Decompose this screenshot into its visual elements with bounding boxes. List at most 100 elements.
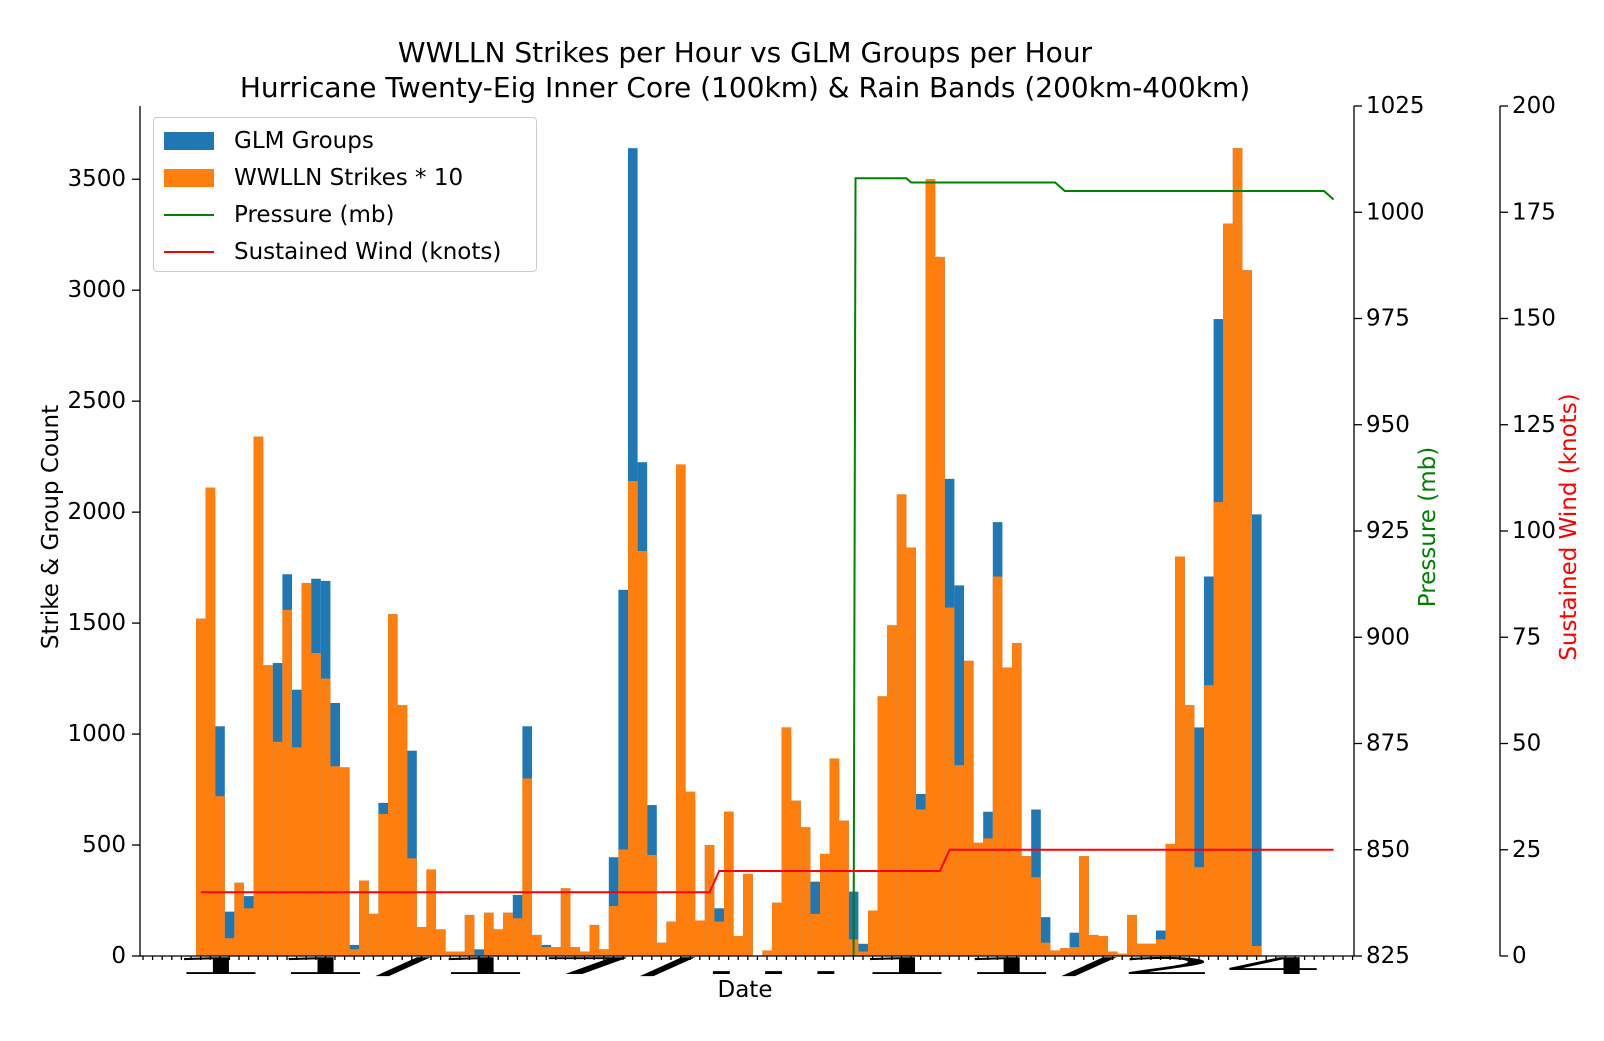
- y-tick-label: 3500: [67, 166, 126, 192]
- legend-label-wwlln: WWLLN Strikes * 10: [234, 164, 464, 191]
- wwlln-bar: [493, 929, 504, 956]
- series-lines: [200, 177, 1335, 957]
- wwlln-bar: [541, 947, 552, 956]
- y-tick-label: 2500: [67, 388, 126, 414]
- wwlln-bar: [455, 951, 465, 956]
- wwlln-bar: [762, 950, 772, 956]
- wwlln-bar: [1069, 947, 1080, 956]
- glm-bar: [858, 943, 868, 956]
- wwlln-bar: [234, 882, 244, 956]
- wwlln-bar: [685, 791, 696, 956]
- y-tick-label: 3000: [67, 277, 126, 303]
- wwlln-bar: [628, 481, 638, 956]
- y-tick-label: 0: [111, 943, 126, 969]
- wwlln-bar: [599, 949, 609, 956]
- wwlln-bar: [282, 609, 292, 956]
- wwlln-bar: [1252, 946, 1262, 956]
- wwlln-bar: [791, 800, 801, 956]
- wwlln-bar: [1060, 948, 1070, 956]
- pressure-line: [852, 177, 1335, 957]
- wwlln-bar: [484, 912, 494, 956]
- wwlln-bar: [570, 947, 580, 956]
- wwlln-bar: [397, 705, 408, 956]
- wwlln-bar: [887, 625, 897, 956]
- wwlln-bar: [944, 607, 955, 956]
- legend-item-wwlln: WWLLN Strikes * 10: [164, 159, 526, 196]
- wwlln-bar: [896, 494, 907, 956]
- wwlln-bar: [666, 921, 676, 956]
- wwlln-bar: [215, 796, 225, 956]
- wwlln-bar: [1050, 950, 1060, 956]
- wwlln-bar: [1040, 942, 1051, 956]
- wwlln-bar: [311, 653, 321, 956]
- pressure-tick-label: 925: [1366, 518, 1410, 544]
- wwlln-bar: [272, 741, 283, 956]
- wwlln-bar: [695, 920, 705, 956]
- wwlln-bar: [1204, 685, 1214, 956]
- wwlln-bar: [464, 914, 475, 956]
- wwlln-bar: [925, 179, 936, 957]
- wwlln-bar: [743, 873, 753, 956]
- glm-bar: [1194, 727, 1204, 956]
- wwlln-bar: [253, 436, 264, 956]
- glm-bar: [618, 589, 628, 956]
- wwlln-bar: [1175, 556, 1185, 956]
- wwlln-bar: [196, 618, 206, 956]
- glm-bar: [474, 949, 484, 956]
- wwlln-bar: [964, 660, 974, 956]
- wwlln-bar: [647, 855, 657, 956]
- legend-line-wind: [164, 250, 214, 253]
- wwlln-bar: [839, 820, 849, 956]
- wwlln-bar: [1088, 934, 1099, 956]
- wwlln-bar: [301, 583, 312, 956]
- pressure-tick-label: 825: [1366, 943, 1410, 969]
- wwlln-bar: [983, 838, 993, 956]
- wind-tick-label: 100: [1512, 518, 1556, 544]
- wwlln-bar: [224, 938, 235, 956]
- wwlln-bar: [1127, 914, 1137, 956]
- wwlln-bar: [733, 936, 744, 956]
- wind-tick-label: 150: [1512, 306, 1556, 332]
- wwlln-bar: [973, 842, 984, 956]
- pressure-tick-label: 1000: [1366, 199, 1425, 225]
- wwlln-bar: [407, 858, 417, 956]
- pressure-tick-label: 850: [1366, 837, 1410, 863]
- wind-line: [200, 848, 1334, 894]
- y-tick-label: 1000: [67, 721, 126, 747]
- wwlln-bar: [829, 758, 840, 956]
- pressure-tick-label: 975: [1366, 306, 1410, 332]
- y-tick-label: 2000: [67, 499, 126, 525]
- wwlln-bar: [1242, 270, 1252, 957]
- wwlln-bar: [858, 951, 868, 956]
- wwlln-bar: [1012, 643, 1022, 956]
- chart-title: WWLLN Strikes per Hour vs GLM Groups per…: [398, 36, 1093, 69]
- x-tick-labels: 11/17/...11/24: [166, 954, 1326, 980]
- wwlln-bar: [1136, 943, 1147, 956]
- wwlln-bar: [580, 951, 590, 956]
- wwlln-bar: [388, 614, 398, 956]
- wwlln-bar: [724, 811, 734, 956]
- wind-axis-label: Sustained Wind (knots): [1556, 393, 1582, 660]
- wind-tick-label: 75: [1512, 624, 1541, 650]
- wwlln-bar: [320, 678, 331, 956]
- wwlln-bar: [810, 913, 820, 956]
- wwlln-bar: [935, 256, 945, 956]
- legend: GLM Groups WWLLN Strikes * 10 Pressure (…: [153, 117, 537, 272]
- y-axis-label: Strike & Group Count: [38, 405, 64, 649]
- wwlln-bar: [292, 747, 302, 956]
- wwlln-bar: [340, 767, 350, 956]
- legend-swatch-glm: [164, 131, 214, 150]
- legend-item-wind: Sustained Wind (knots): [164, 233, 526, 270]
- glm-bar: [1069, 932, 1080, 956]
- wind-tick-label: 125: [1512, 412, 1556, 438]
- wwlln-bar: [1184, 705, 1195, 956]
- pressure-tick-label: 1025: [1366, 93, 1425, 119]
- wwlln-bar: [608, 906, 619, 956]
- wwlln-bar: [512, 918, 523, 956]
- wwlln-bar: [781, 727, 792, 956]
- wwlln-bars: [196, 148, 1262, 957]
- wwlln-bar: [416, 927, 427, 956]
- wwlln-bar: [436, 929, 446, 956]
- legend-item-glm: GLM Groups: [164, 122, 526, 159]
- glm-bar: [407, 750, 417, 956]
